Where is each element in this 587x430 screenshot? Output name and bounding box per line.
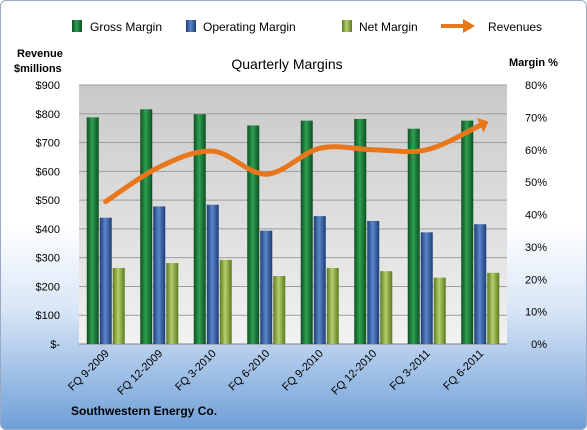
bar-operating-margin: [313, 216, 326, 344]
right-tick-label: 10%: [525, 307, 547, 319]
right-tick-label: 60%: [525, 145, 547, 157]
bar-gross-margin: [300, 120, 313, 344]
bar-net-margin: [487, 272, 500, 344]
company-name: Southwestern Energy Co.: [71, 404, 217, 418]
category-label: FQ 9-2009: [66, 348, 112, 394]
legend-arrow-revenues: [463, 19, 475, 33]
legend-swatch-gross-margin: [72, 20, 82, 32]
category-label: FQ 9-2010: [280, 348, 326, 394]
legend: Gross Margin Operating Margin Net Margin…: [72, 19, 542, 34]
bar-net-margin: [219, 259, 232, 344]
bar-operating-margin: [420, 232, 433, 344]
bar-net-margin: [273, 276, 286, 344]
left-axis-title-line1: Revenue: [17, 48, 63, 60]
category-label: FQ 6-2011: [441, 348, 486, 393]
revenue-line-path: [103, 122, 483, 205]
left-tick-label: $700: [36, 138, 60, 150]
bar-operating-margin: [99, 217, 112, 344]
legend-label-gross-margin: Gross Margin: [90, 20, 162, 34]
chart-title: Quarterly Margins: [231, 56, 342, 72]
bar-operating-margin: [474, 224, 487, 344]
bar-gross-margin: [86, 117, 99, 344]
left-tick-label: $100: [36, 310, 60, 322]
legend-label-revenues: Revenues: [488, 20, 542, 34]
bar-gross-margin: [407, 128, 420, 344]
bar-operating-margin: [153, 206, 166, 344]
legend-swatch-operating-margin: [186, 20, 196, 32]
left-tick-label: $800: [36, 109, 60, 121]
right-tick-label: 50%: [525, 177, 547, 189]
legend-label-net-margin: Net Margin: [359, 20, 418, 34]
bar-gross-margin: [140, 109, 153, 344]
bar-gross-margin: [247, 125, 260, 344]
category-labels: FQ 9-2009 FQ 12-2009 FQ 3-2010 FQ 6-2010 FQ …: [66, 348, 486, 398]
right-tick-label: 40%: [525, 210, 547, 222]
bar-gross-margin: [354, 118, 367, 345]
bar-operating-margin: [260, 230, 273, 344]
right-axis-ticks: 0% 10% 20% 30% 40% 50% 60% 70% 80%: [525, 80, 547, 351]
bar-gross-margin: [193, 114, 206, 344]
category-label: FQ 12-2010: [329, 348, 379, 398]
right-tick-label: 20%: [525, 274, 547, 286]
category-label: FQ 3-2011: [388, 348, 433, 393]
left-tick-label: $200: [36, 281, 60, 293]
left-tick-label: $500: [36, 195, 60, 207]
right-axis-title: Margin %: [509, 57, 558, 69]
bar-operating-margin: [367, 220, 380, 344]
left-tick-label: $900: [36, 80, 60, 92]
bar-net-margin: [326, 267, 339, 344]
bars: [86, 109, 500, 345]
left-tick-label: $300: [36, 253, 60, 265]
left-tick-label: $-: [50, 339, 60, 351]
right-tick-label: 80%: [525, 80, 547, 92]
category-label: FQ 3-2010: [173, 348, 219, 394]
bar-net-margin: [166, 263, 179, 344]
left-tick-label: $400: [36, 224, 60, 236]
revenue-line-arrowhead: [476, 118, 489, 133]
left-axis-title-line2: $millions: [14, 63, 62, 75]
category-label: FQ 6-2010: [227, 348, 273, 394]
legend-swatch-net-margin: [342, 20, 352, 32]
right-tick-label: 0%: [531, 339, 547, 351]
bar-net-margin: [112, 267, 125, 344]
left-tick-label: $600: [36, 166, 60, 178]
bar-net-margin: [380, 271, 393, 344]
left-axis-ticks: $- $100 $200 $300 $400 $500 $600 $700 $800 $900: [36, 80, 61, 351]
right-tick-label: 70%: [525, 112, 547, 124]
right-tick-label: 30%: [525, 242, 547, 254]
bar-gross-margin: [461, 120, 474, 344]
legend-label-operating-margin: Operating Margin: [203, 20, 296, 34]
bar-net-margin: [433, 277, 446, 344]
bar-operating-margin: [206, 204, 219, 344]
category-label: FQ 12-2009: [115, 348, 165, 398]
revenue-line: [103, 118, 489, 205]
